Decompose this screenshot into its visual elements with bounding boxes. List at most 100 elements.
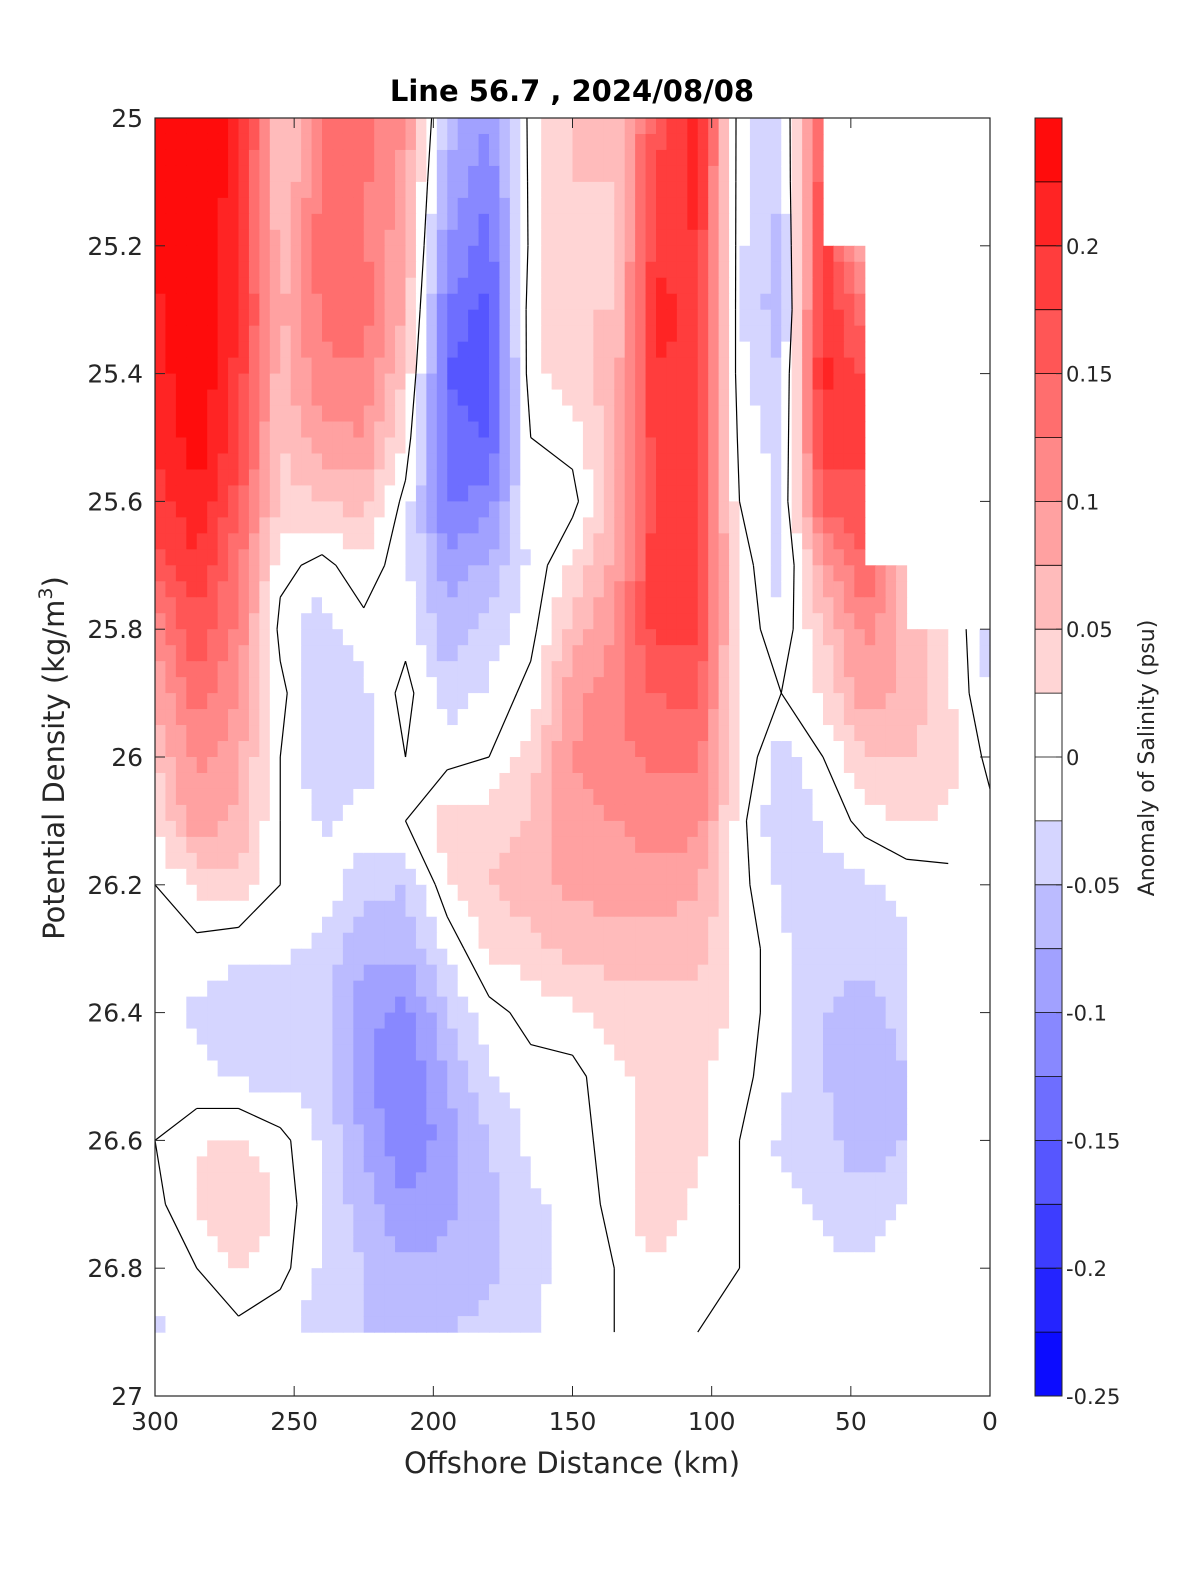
contour-cell: [259, 725, 271, 742]
contour-cell: [969, 645, 981, 662]
contour-cell: [478, 1108, 490, 1126]
contour-cell: [280, 613, 292, 630]
contour-cell: [269, 357, 281, 375]
contour-cell: [729, 357, 741, 375]
contour-cell: [791, 757, 803, 774]
contour-cell: [374, 181, 386, 199]
contour-cell: [603, 309, 615, 327]
contour-cell: [363, 1060, 375, 1078]
contour-cell: [530, 725, 542, 742]
contour-cell: [572, 932, 584, 950]
contour-cell: [916, 788, 928, 806]
contour-cell: [489, 661, 501, 678]
contour-cell: [833, 661, 845, 678]
contour-cell: [186, 629, 198, 646]
contour-cell: [541, 757, 553, 774]
contour-cell: [499, 229, 511, 247]
contour-cell: [353, 1140, 365, 1157]
contour-cell: [499, 373, 511, 391]
contour-cell: [854, 741, 866, 758]
contour-cell: [812, 149, 824, 167]
contour-cell: [676, 741, 688, 758]
contour-cell: [478, 1076, 490, 1094]
contour-cell: [739, 293, 751, 311]
contour-cell: [457, 932, 469, 950]
contour-cell: [363, 581, 375, 598]
contour-cell: [729, 245, 741, 263]
contour-cell: [207, 645, 219, 662]
contour-cell: [436, 245, 448, 263]
contour-cell: [311, 373, 323, 391]
contour-cell: [468, 852, 480, 870]
contour-cell: [614, 820, 626, 838]
contour-cell: [760, 804, 772, 822]
contour-cell: [374, 788, 386, 806]
contour-cell: [207, 309, 219, 327]
contour-cell: [551, 485, 563, 502]
contour-cell: [864, 677, 876, 694]
contour-cell: [854, 533, 866, 550]
contour-cell: [635, 133, 647, 151]
contour-cell: [436, 757, 448, 774]
contour-cell: [802, 293, 814, 311]
contour-cell: [405, 757, 417, 774]
contour-cell: [311, 229, 323, 247]
contour-cell: [635, 964, 647, 982]
contour-cell: [301, 980, 313, 998]
contour-cell: [217, 1220, 229, 1237]
contour-cell: [311, 485, 323, 502]
contour-cell: [374, 1028, 386, 1046]
contour-cell: [603, 533, 615, 550]
contour-cell: [937, 788, 949, 806]
contour-cell: [468, 1140, 480, 1157]
contour-cell: [311, 581, 323, 598]
contour-cell: [582, 1012, 594, 1030]
contour-cell: [426, 1172, 438, 1189]
contour-cell: [468, 485, 480, 502]
contour-cell: [499, 453, 511, 471]
contour-cell: [290, 1172, 302, 1189]
contour-cell: [436, 980, 448, 998]
contour-cell: [812, 309, 824, 327]
contour-cell: [593, 373, 605, 391]
contour-cell: [228, 373, 240, 391]
contour-cell: [614, 118, 626, 135]
contour-cell: [447, 645, 459, 662]
contour-cell: [322, 277, 334, 295]
contour-cell: [802, 597, 814, 614]
contour-cell: [749, 948, 761, 966]
contour-cell: [541, 741, 553, 758]
contour-cell: [457, 309, 469, 327]
contour-cell: [280, 165, 292, 183]
contour-cell: [155, 245, 167, 263]
contour-cell: [238, 677, 250, 694]
contour-cell: [405, 1204, 417, 1221]
contour-cell: [885, 613, 897, 630]
contour-cell: [207, 1012, 219, 1030]
contour-cell: [217, 804, 229, 822]
contour-cell: [415, 1076, 427, 1094]
contour-cell: [457, 677, 469, 694]
contour-cell: [770, 181, 782, 199]
contour-cell: [749, 597, 761, 614]
contour-cell: [405, 900, 417, 918]
contour-cell: [562, 661, 574, 678]
contour-cell: [676, 245, 688, 263]
contour-cell: [666, 229, 678, 247]
contour-cell: [186, 868, 198, 886]
contour-cell: [509, 709, 521, 726]
contour-cell: [541, 229, 553, 247]
contour-cell: [405, 693, 417, 710]
contour-cell: [666, 693, 678, 710]
contour-cell: [791, 645, 803, 662]
contour-cell: [186, 597, 198, 614]
contour-cell: [676, 341, 688, 359]
contour-cell: [802, 1108, 814, 1126]
contour-cell: [729, 213, 741, 231]
contour-cell: [196, 421, 208, 439]
contour-cell: [551, 900, 563, 918]
contour-cell: [207, 820, 219, 838]
contour-cell: [269, 1044, 281, 1062]
contour-cell: [697, 261, 709, 279]
contour-cell: [228, 1156, 240, 1173]
